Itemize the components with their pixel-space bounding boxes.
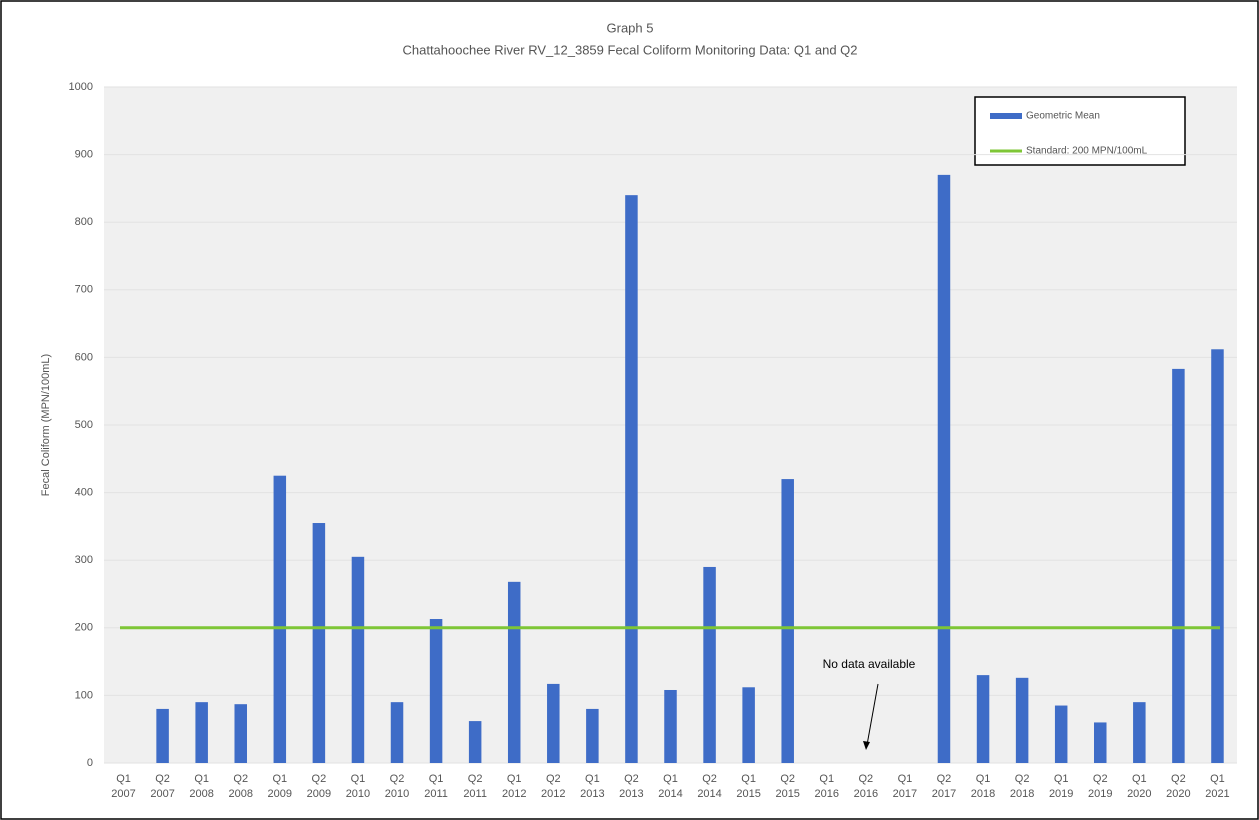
x-tick-label: Q1 2013 xyxy=(580,773,605,800)
bar xyxy=(351,556,365,763)
chart-title: Graph 5 xyxy=(607,20,654,35)
x-tick-label: Q1 2010 xyxy=(345,773,371,800)
bar xyxy=(390,702,404,763)
x-tick-label: Q2 2009 xyxy=(306,773,332,800)
x-tick-label: Q1 2021 xyxy=(1205,773,1230,800)
annotation: No data available xyxy=(823,657,916,671)
bar xyxy=(507,581,521,763)
x-tick-label: Q1 2016 xyxy=(814,773,839,800)
x-tick-label: Q1 2007 xyxy=(111,773,136,800)
bar xyxy=(1211,349,1224,763)
bar xyxy=(1054,705,1068,763)
x-tick-label: Q1 2008 xyxy=(189,773,214,800)
bar xyxy=(664,689,677,763)
x-tick-label: Q2 2010 xyxy=(384,773,410,800)
y-tick-label: 0 xyxy=(87,757,93,769)
x-tick-label: Q1 2020 xyxy=(1127,773,1152,800)
y-tick-label: 1000 xyxy=(69,81,93,93)
x-tick-label: Q1 2012 xyxy=(501,773,527,800)
bar xyxy=(429,619,443,763)
bar xyxy=(468,721,482,763)
bar xyxy=(703,566,716,763)
bar xyxy=(1094,722,1107,763)
x-tick-label: Q2 2008 xyxy=(228,773,253,800)
y-tick-label: 300 xyxy=(75,554,93,566)
bar xyxy=(937,174,951,763)
legend-label: Geometric Mean xyxy=(1026,111,1100,122)
y-tick-label: 700 xyxy=(75,284,93,296)
chart-subtitle: Chattahoochee River RV_12_3859 Fecal Col… xyxy=(402,42,857,57)
bar xyxy=(273,475,287,763)
bar xyxy=(547,683,560,763)
y-axis-label: Fecal Coliform (MPN/100mL) xyxy=(40,354,52,496)
x-tick-label: Q1 2014 xyxy=(658,773,683,800)
annotation-arrowhead xyxy=(863,741,870,750)
x-tick-label: Q2 2018 xyxy=(1009,773,1035,800)
bar xyxy=(195,702,208,763)
y-tick-label: 800 xyxy=(75,216,93,228)
bar xyxy=(1172,368,1185,763)
x-tick-label: Q2 2012 xyxy=(541,773,566,800)
bar xyxy=(586,708,599,763)
x-tick-label: Q1 2009 xyxy=(267,773,293,800)
bar xyxy=(1133,702,1146,763)
y-tick-label: 400 xyxy=(75,487,93,499)
y-tick-label: 600 xyxy=(75,351,93,363)
bar xyxy=(976,675,990,763)
bar xyxy=(156,708,169,763)
annotation-arrow xyxy=(866,683,879,746)
x-tick-label: Q1 2015 xyxy=(736,773,761,800)
x-tick-label: Q1 2011 xyxy=(424,773,448,800)
x-tick-label: Q2 2014 xyxy=(697,773,722,800)
x-tick-label: Q1 2018 xyxy=(970,773,996,800)
x-tick-label: Q2 2020 xyxy=(1166,773,1191,800)
x-tick-label: Q2 2013 xyxy=(619,773,644,800)
legend-label: Standard: 200 MPN/100mL xyxy=(1026,146,1148,157)
bar xyxy=(312,523,326,763)
x-tick-label: Q1 2017 xyxy=(892,773,918,800)
y-tick-label: 500 xyxy=(75,419,93,431)
x-tick-label: Q2 2015 xyxy=(775,773,800,800)
bar xyxy=(234,704,247,763)
y-tick-label: 100 xyxy=(75,689,93,701)
bar xyxy=(781,479,794,763)
legend xyxy=(974,96,1186,166)
bar xyxy=(742,687,755,763)
x-tick-label: Q2 2016 xyxy=(853,773,879,800)
bar xyxy=(625,195,638,763)
x-tick-label: Q1 2019 xyxy=(1048,773,1074,800)
legend-swatch xyxy=(990,113,1022,119)
x-tick-label: Q2 2007 xyxy=(150,773,175,800)
y-tick-label: 900 xyxy=(75,149,93,161)
x-tick-label: Q2 2019 xyxy=(1088,773,1113,800)
x-tick-label: Q2 2011 xyxy=(463,773,487,800)
x-tick-label: Q2 2017 xyxy=(931,773,957,800)
bar xyxy=(1015,677,1029,763)
y-tick-label: 200 xyxy=(75,622,93,634)
